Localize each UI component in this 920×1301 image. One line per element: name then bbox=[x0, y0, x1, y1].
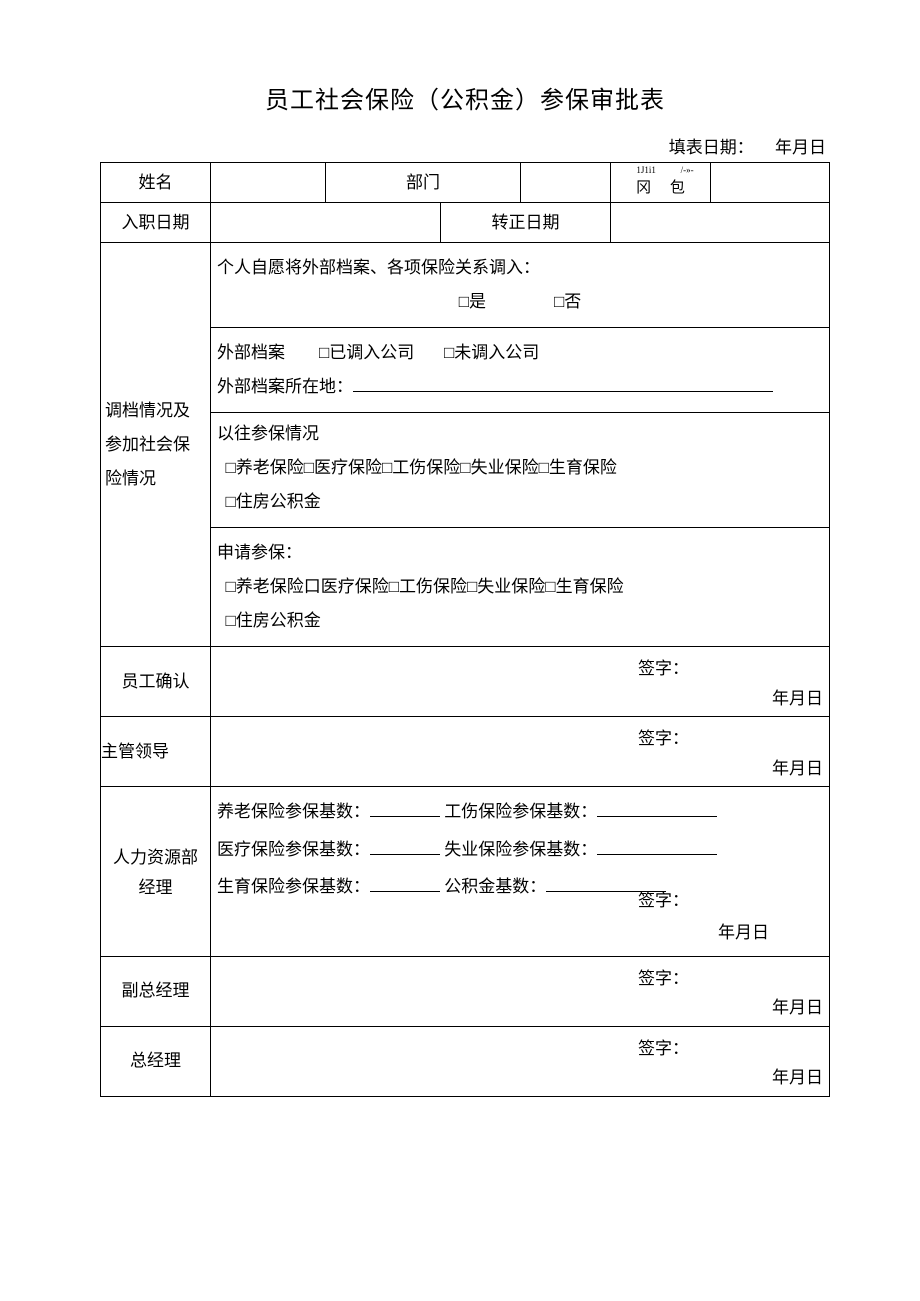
hr-injury-label: 工伤保险参保基数： bbox=[444, 802, 597, 821]
label-hr: 人力资源部经理 bbox=[101, 787, 211, 956]
archive-q1: 个人自愿将外部档案、各项保险关系调入： bbox=[217, 258, 540, 277]
archive-loc-label: 外部档案所在地： bbox=[217, 377, 353, 396]
supervisor-sign-area[interactable]: 签字： 年月日 bbox=[211, 717, 830, 787]
hr-unemploy-field[interactable] bbox=[597, 838, 717, 855]
archive-content: 个人自愿将外部档案、各项保险关系调入： □是 □否 外部档案 □已调入公司 □未… bbox=[211, 243, 830, 647]
main-table: 姓名 部门 1J1i1 /-»- 冈 包 入职日期 转正日期 调档情况及参加社会… bbox=[100, 162, 830, 1097]
row-gm: 总经理 签字： 年月日 bbox=[101, 1026, 830, 1096]
fill-date-label: 填表日期： bbox=[669, 138, 754, 157]
label-archive: 调档情况及参加社会保险情况 bbox=[101, 243, 211, 647]
hr-content: 养老保险参保基数： 工伤保险参保基数： 医疗保险参保基数： 失业保险参保基数： … bbox=[211, 787, 830, 956]
field-regular-date[interactable] bbox=[611, 203, 830, 243]
archive-line3: 以往参保情况 □养老保险□医疗保险□工伤保险□失业保险□生育保险 □住房公积金 bbox=[211, 413, 829, 528]
prev-ins-opts1[interactable]: □养老保险□医疗保险□工伤保险□失业保险□生育保险 bbox=[217, 458, 617, 477]
label-regular-date: 转正日期 bbox=[441, 203, 611, 243]
archive-loc-field[interactable] bbox=[353, 375, 773, 392]
field-gangwei[interactable] bbox=[711, 163, 830, 203]
apply-ins-opts1[interactable]: □养老保险口医疗保险□工伤保险□失业保险□生育保险 bbox=[217, 577, 624, 596]
supervisor-sign-date: 年月日 bbox=[772, 755, 823, 782]
row-employee: 员工确认 签字： 年月日 bbox=[101, 647, 830, 717]
field-name[interactable] bbox=[211, 163, 326, 203]
gangwei-bottom: 冈 包 bbox=[611, 176, 710, 200]
deputy-sign-label: 签字： bbox=[638, 965, 689, 992]
hr-line1: 养老保险参保基数： 工伤保险参保基数： bbox=[217, 793, 823, 830]
deputy-sign-date: 年月日 bbox=[772, 994, 823, 1021]
form-title: 员工社会保险（公积金）参保审批表 bbox=[100, 80, 830, 115]
hr-sign-date: 年月日 bbox=[718, 914, 769, 951]
deputy-sign-area[interactable]: 签字： 年月日 bbox=[211, 956, 830, 1026]
archive-yesno[interactable]: □是 □否 bbox=[459, 292, 582, 311]
label-dept: 部门 bbox=[326, 163, 521, 203]
label-employee: 员工确认 bbox=[101, 647, 211, 717]
label-name: 姓名 bbox=[101, 163, 211, 203]
row-archive: 调档情况及参加社会保险情况 个人自愿将外部档案、各项保险关系调入： □是 □否 … bbox=[101, 243, 830, 647]
archive-line1: 个人自愿将外部档案、各项保险关系调入： □是 □否 bbox=[211, 243, 829, 328]
label-join-date: 入职日期 bbox=[101, 203, 211, 243]
row-basic-2: 入职日期 转正日期 bbox=[101, 203, 830, 243]
archive-line2: 外部档案 □已调入公司 □未调入公司 外部档案所在地： bbox=[211, 328, 829, 413]
hr-birth-label: 生育保险参保基数： bbox=[217, 877, 370, 896]
hr-line3: 生育保险参保基数： 公积金基数： bbox=[217, 868, 823, 905]
prev-ins-header: 以往参保情况 bbox=[217, 424, 319, 443]
hr-unemploy-label: 失业保险参保基数： bbox=[444, 840, 597, 859]
row-hr: 人力资源部经理 养老保险参保基数： 工伤保险参保基数： 医疗保险参保基数： 失业… bbox=[101, 787, 830, 956]
fill-date-value: 年月日 bbox=[775, 138, 826, 157]
hr-birth-field[interactable] bbox=[370, 875, 440, 892]
employee-sign-label: 签字： bbox=[638, 655, 689, 682]
prev-ins-opts2[interactable]: □住房公积金 bbox=[217, 492, 321, 511]
archive-inner: 个人自愿将外部档案、各项保险关系调入： □是 □否 外部档案 □已调入公司 □未… bbox=[211, 243, 829, 646]
gangwei-top: 1J1i1 /-»- bbox=[611, 166, 710, 176]
hr-pension-field[interactable] bbox=[370, 800, 440, 817]
row-supervisor: 主管领导 签字： 年月日 bbox=[101, 717, 830, 787]
hr-medical-field[interactable] bbox=[370, 838, 440, 855]
label-deputy: 副总经理 bbox=[101, 956, 211, 1026]
employee-sign-date: 年月日 bbox=[772, 685, 823, 712]
hr-sign-label: 签字： bbox=[638, 882, 689, 919]
apply-ins-header: 申请参保： bbox=[217, 543, 302, 562]
employee-sign-area[interactable]: 签字： 年月日 bbox=[211, 647, 830, 717]
gm-sign-label: 签字： bbox=[638, 1035, 689, 1062]
hr-medical-label: 医疗保险参保基数： bbox=[217, 840, 370, 859]
gm-sign-area[interactable]: 签字： 年月日 bbox=[211, 1026, 830, 1096]
label-gangwei: 1J1i1 /-»- 冈 包 bbox=[611, 163, 711, 203]
row-deputy: 副总经理 签字： 年月日 bbox=[101, 956, 830, 1026]
row-basic-1: 姓名 部门 1J1i1 /-»- 冈 包 bbox=[101, 163, 830, 203]
fill-date-row: 填表日期： 年月日 bbox=[100, 133, 830, 158]
form-page: 员工社会保险（公积金）参保审批表 填表日期： 年月日 姓名 部门 1J1i1 /… bbox=[0, 0, 920, 1157]
field-join-date[interactable] bbox=[211, 203, 441, 243]
hr-injury-field[interactable] bbox=[597, 800, 717, 817]
hr-line2: 医疗保险参保基数： 失业保险参保基数： bbox=[217, 831, 823, 868]
hr-pension-label: 养老保险参保基数： bbox=[217, 802, 370, 821]
label-gm: 总经理 bbox=[101, 1026, 211, 1096]
archive-ext[interactable]: 外部档案 □已调入公司 □未调入公司 bbox=[217, 343, 539, 362]
gm-sign-date: 年月日 bbox=[772, 1064, 823, 1091]
apply-ins-opts2[interactable]: □住房公积金 bbox=[217, 611, 321, 630]
label-supervisor: 主管领导 bbox=[101, 717, 211, 787]
hr-fund-label: 公积金基数： bbox=[444, 877, 546, 896]
supervisor-sign-label: 签字： bbox=[638, 725, 689, 752]
archive-line4: 申请参保： □养老保险口医疗保险□工伤保险□失业保险□生育保险 □住房公积金 bbox=[211, 528, 829, 647]
field-dept[interactable] bbox=[521, 163, 611, 203]
